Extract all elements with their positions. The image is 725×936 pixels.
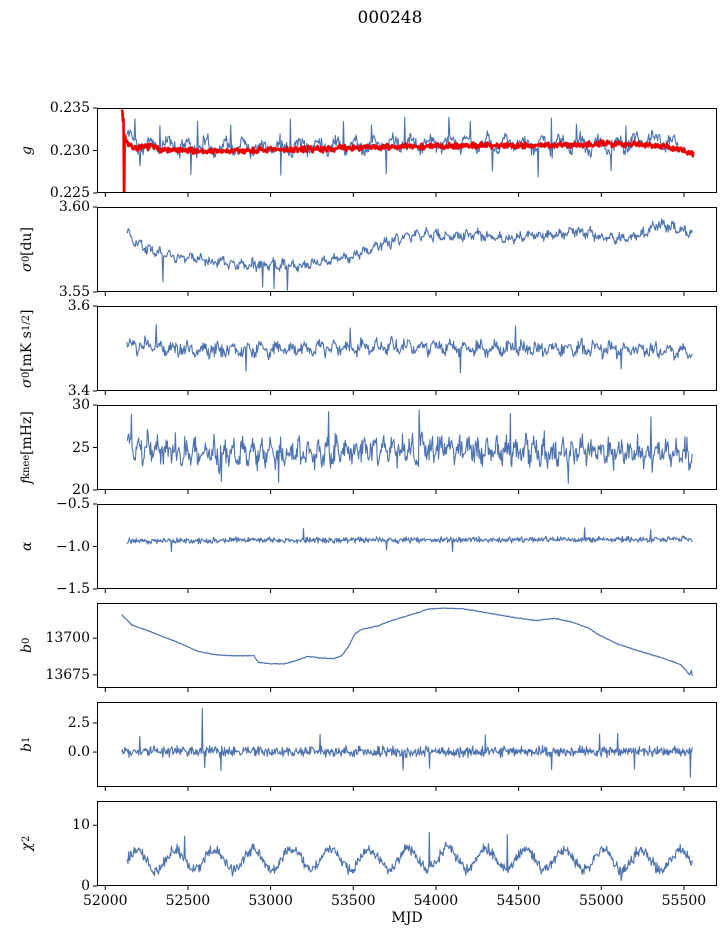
- series-alpha-line: [126, 527, 693, 553]
- series-chi2-line: [126, 832, 693, 882]
- ytick-label-chi2: 10: [72, 817, 90, 834]
- panel-alpha: [93, 503, 717, 593]
- ytick-label-fknee: 20: [72, 482, 90, 498]
- ytick-label-g: 0.230: [49, 142, 90, 159]
- ytick-label-alpha: −1.5: [56, 581, 90, 597]
- y-axis-label-alpha: α: [19, 541, 35, 552]
- series-b1-line: [121, 707, 693, 778]
- ytick-label-b1: 0.0: [67, 744, 90, 761]
- panel-b1: [93, 702, 717, 791]
- ytick-label-alpha: −0.5: [56, 496, 90, 512]
- y-axis-label-fknee: f knee [mHz]: [19, 410, 35, 485]
- xtick-label: 55500: [661, 893, 707, 909]
- ytick-label-g: 0.235: [49, 100, 90, 116]
- ytick-label-sigma0-du: 3.55: [58, 284, 90, 300]
- panel-fknee: [93, 404, 717, 494]
- y-axis-label-g: g: [19, 146, 35, 155]
- xtick-label: 53000: [248, 893, 293, 909]
- ytick-label-fknee: 30: [72, 397, 90, 413]
- series-sigma0-mK-line: [126, 324, 693, 374]
- ytick-label-chi2: 0: [81, 878, 90, 894]
- ytick-label-b1: 2.5: [67, 714, 90, 731]
- xtick-label: 54000: [413, 893, 459, 909]
- ytick-label-b0: 13675: [45, 666, 90, 683]
- xtick-label: 55000: [578, 893, 624, 909]
- panel-g: [93, 107, 717, 197]
- series-sigma0-du-line: [126, 218, 693, 291]
- panel-sigma0-mK: [93, 305, 717, 395]
- ytick-label-sigma0-du: 3.60: [58, 199, 90, 215]
- series-g-smoothed-red: [120, 109, 695, 193]
- panel-sigma0-du: [93, 206, 717, 296]
- ytick-label-b0: 13700: [45, 630, 90, 647]
- x-axis-label: MJD: [391, 910, 423, 926]
- panel-b0: [93, 603, 717, 692]
- xtick-label: 53500: [330, 893, 376, 909]
- xtick-label: 52000: [82, 893, 128, 909]
- panel-chi2: [93, 801, 717, 890]
- xtick-label: 54500: [496, 893, 541, 909]
- y-axis-label-sigma0-mK: σ 0 [mK s 1/2]: [19, 309, 35, 388]
- xtick-label: 52500: [165, 893, 211, 909]
- series-b0-line: [121, 607, 693, 676]
- ytick-label-alpha: −1.0: [56, 538, 90, 555]
- ytick-label-sigma0-mK: 3.6: [67, 298, 90, 314]
- ytick-label-g: 0.225: [49, 185, 90, 201]
- chart-title: 000248: [357, 8, 423, 28]
- series-fknee-line: [126, 409, 693, 484]
- ytick-label-fknee: 25: [72, 439, 90, 456]
- ytick-label-sigma0-mK: 3.4: [67, 383, 90, 399]
